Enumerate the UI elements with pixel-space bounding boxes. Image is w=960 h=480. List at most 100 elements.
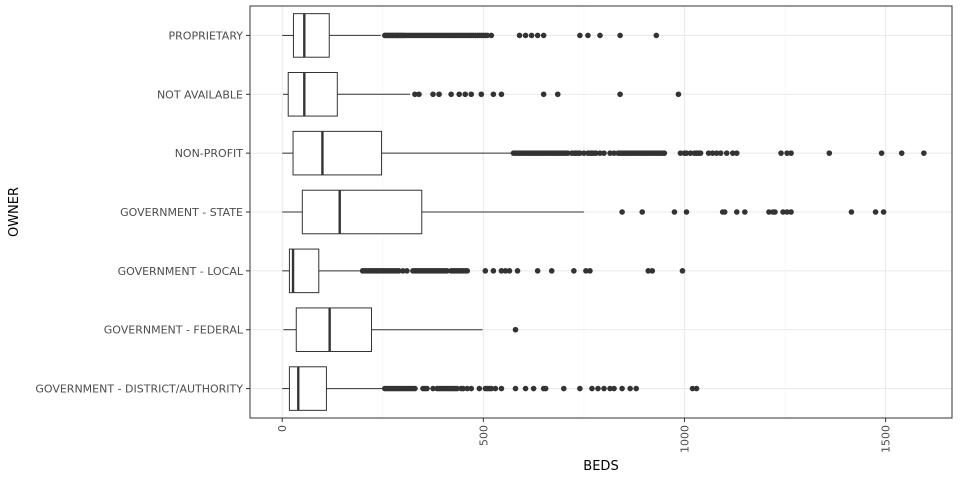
- outlier-point: [709, 150, 716, 156]
- outlier-point: [484, 32, 491, 39]
- outlier-point: [577, 385, 583, 392]
- outlier-point: [607, 385, 613, 392]
- x-tick-label: 0: [276, 425, 289, 432]
- x-tick-label: 500: [477, 425, 490, 446]
- y-axis-title: OWNER: [7, 187, 22, 237]
- x-axis-title: BEDS: [583, 459, 618, 474]
- outlier-point: [454, 385, 460, 392]
- outlier-point: [512, 326, 519, 333]
- iqr-box: [295, 307, 372, 352]
- outlier-point: [683, 209, 690, 215]
- outlier-point: [400, 268, 406, 274]
- outlier-point: [577, 32, 583, 39]
- y-axis: GOVERNMENT - DISTRICT/AUTHORITY GOVERNMEN…: [35, 29, 250, 396]
- outlier-point: [585, 32, 591, 39]
- outlier-point: [683, 150, 690, 156]
- outlier-point: [645, 268, 652, 274]
- outlier-point: [462, 91, 469, 98]
- outlier-point: [512, 385, 519, 392]
- outlier-point: [619, 209, 625, 215]
- y-tick-label: GOVERNMENT - LOCAL: [118, 265, 244, 278]
- outlier-point: [424, 385, 430, 392]
- outlier-point: [565, 150, 571, 156]
- outlier-point: [502, 268, 509, 274]
- iqr-box: [292, 130, 383, 176]
- outlier-point: [583, 268, 589, 274]
- outlier-point: [729, 150, 736, 156]
- outlier-point: [490, 268, 497, 274]
- outlier-point: [880, 209, 887, 215]
- box-government-district-authority: [282, 366, 700, 411]
- y-tick-label: GOVERNMENT - STATE: [120, 206, 243, 219]
- outlier-point: [601, 385, 607, 392]
- x-tick-label: 1500: [880, 425, 893, 453]
- outlier-point: [488, 32, 495, 39]
- outlier-point: [601, 150, 607, 156]
- outlier-point: [639, 209, 646, 215]
- outlier-point: [848, 209, 855, 215]
- outlier-point: [788, 209, 794, 215]
- outlier-point: [571, 268, 577, 274]
- outlier-point: [607, 150, 613, 156]
- outlier-point: [689, 385, 696, 392]
- outlier-point: [498, 268, 505, 274]
- outlier-point: [633, 385, 640, 392]
- outlier-point: [416, 91, 422, 98]
- outlier-point: [436, 91, 442, 98]
- outlier-point: [723, 150, 730, 156]
- box-government-federal: [283, 307, 519, 352]
- outlier-point: [788, 150, 794, 156]
- outlier-point: [490, 91, 497, 98]
- y-tick-label: NON-PROFIT: [175, 147, 244, 160]
- outlier-point: [528, 32, 535, 39]
- outlier-point: [713, 150, 720, 156]
- y-tick-label: PROPRIETARY: [169, 29, 244, 42]
- outlier-point: [478, 91, 485, 98]
- outlier-point: [595, 385, 601, 392]
- outlier-point: [412, 91, 418, 98]
- outlier-point: [498, 91, 505, 98]
- outlier-point: [898, 150, 905, 156]
- outlier-point: [577, 150, 583, 156]
- outlier-point: [448, 91, 454, 98]
- outlier-point: [516, 32, 523, 39]
- outlier-point: [581, 150, 587, 156]
- outlier-point: [554, 91, 561, 98]
- outlier-point: [589, 385, 595, 392]
- outlier-point: [617, 91, 623, 98]
- outlier-point: [468, 91, 475, 98]
- outlier-point: [826, 150, 833, 156]
- outlier-point: [444, 268, 450, 274]
- box-government-local: [282, 248, 686, 294]
- outlier-point: [492, 385, 499, 392]
- outlier-point: [679, 268, 686, 274]
- outlier-point: [542, 385, 549, 392]
- outlier-point: [476, 385, 483, 392]
- outlier-point: [540, 91, 547, 98]
- outlier-point: [522, 32, 529, 39]
- outlier-point: [784, 209, 790, 215]
- x-tick-label: 1000: [678, 425, 691, 453]
- x-axis: 0 500 1000 1500: [276, 418, 893, 453]
- outlier-point: [522, 385, 529, 392]
- box-non-profit: [282, 130, 927, 176]
- outlier-point: [456, 91, 462, 98]
- outlier-point: [587, 268, 593, 274]
- outlier-point: [548, 268, 555, 274]
- outlier-point: [619, 385, 625, 392]
- outlier-point: [404, 268, 410, 274]
- outlier-point: [766, 209, 772, 215]
- box-government-state: [282, 189, 887, 235]
- outlier-point: [721, 209, 728, 215]
- outlier-point: [468, 385, 475, 392]
- outlier-point: [506, 268, 513, 274]
- outlier-point: [430, 91, 436, 98]
- outlier-point: [597, 32, 603, 39]
- outlier-point: [498, 385, 505, 392]
- outlier-point: [784, 150, 790, 156]
- iqr-box: [301, 189, 423, 235]
- outlier-point: [412, 385, 418, 392]
- outlier-point: [430, 385, 436, 392]
- outlier-point: [697, 150, 704, 156]
